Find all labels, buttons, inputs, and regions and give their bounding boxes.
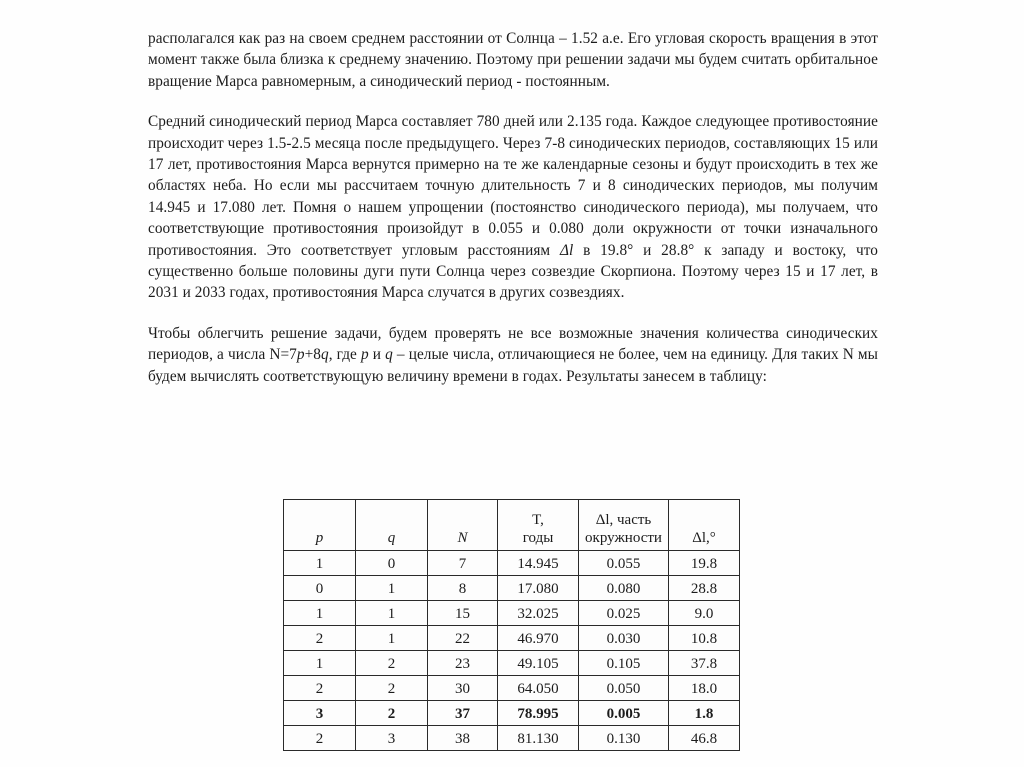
header-line [286,511,353,529]
table-cell-T: 49.105 [497,650,579,676]
table-header-cell-p: p [283,499,356,551]
header-line [430,511,495,529]
header-line: Δl,° [692,530,716,546]
table-cell-N: 7 [427,550,498,576]
text-run: Δl [559,241,574,259]
text-run: p [360,346,369,364]
table-cell-N: 15 [427,600,498,626]
text-run: – целые числа, отличающиеся не более, че… [148,346,878,385]
paragraph-2: Средний синодический период Марса состав… [148,111,878,304]
table-row: 2 2 30 64.050 0.050 18.0 [283,675,740,701]
header-line: p [315,530,324,546]
table-header-cell-T: T, годы [497,499,579,551]
table-cell-dl_fraction: 0.105 [578,650,669,676]
text-run: и [368,346,386,364]
table-cell-dl_fraction: 0.025 [578,600,669,626]
table-cell-q: 2 [355,650,428,676]
header-line: q [387,530,396,546]
table-cell-N: 38 [427,725,498,751]
table-cell-dl_fraction: 0.030 [578,625,669,651]
table-cell-p: 2 [283,625,356,651]
text-run: q [385,346,393,364]
table-cell-dl_fraction: 0.080 [578,575,669,601]
table-cell-N: 8 [427,575,498,601]
table-row: 1 1 15 32.025 0.025 9.0 [283,600,740,626]
paragraph-1: располагался как раз на своем среднем ра… [148,28,878,92]
table-cell-p: 1 [283,650,356,676]
table-cell-q: 1 [355,625,428,651]
text-run: Средний синодический период Марса состав… [148,113,878,259]
table-cell-dl_deg: 46.8 [668,725,740,751]
table-header-cell-dl_deg: Δl,° [668,499,740,551]
table-row: 1 2 23 49.105 0.105 37.8 [283,650,740,676]
table-cell-T: 17.080 [497,575,579,601]
table-cell-dl_deg: 19.8 [668,550,740,576]
table-cell-N: 22 [427,625,498,651]
table-cell-q: 2 [355,675,428,701]
table-cell-N: 23 [427,650,498,676]
header-line: годы [522,530,554,546]
paragraph-3: Чтобы облегчить решение задачи, будем пр… [148,323,878,387]
header-line [671,511,737,529]
table-header-row: p q N T, годы Δl, часть окружности Δl,° [283,499,740,551]
table-cell-dl_deg: 28.8 [668,575,740,601]
table-cell-dl_deg: 10.8 [668,625,740,651]
table-cell-p: 0 [283,575,356,601]
table-cell-q: 0 [355,550,428,576]
table-header-cell-q: q [355,499,428,551]
table-cell-T: 14.945 [497,550,579,576]
table-cell-dl_deg: 18.0 [668,675,740,701]
table-cell-T: 32.025 [497,600,579,626]
header-line: N [457,530,468,546]
text-run: q [320,346,329,364]
text-run: p [296,346,305,364]
table-row: 2 1 22 46.970 0.030 10.8 [283,625,740,651]
table-cell-dl_deg: 37.8 [668,650,740,676]
header-line: Δl, часть [595,512,652,528]
table-cell-T: 78.995 [497,700,579,726]
table-cell-N: 30 [427,675,498,701]
table-cell-dl_deg: 1.8 [668,700,740,726]
table-cell-T: 81.130 [497,725,579,751]
header-line [358,511,425,529]
header-line: окружности [585,530,662,546]
table-header-cell-dl_fraction: Δl, часть окружности [578,499,669,551]
table-cell-q: 1 [355,575,428,601]
text-run: Чтобы облегчить решение задачи, будем пр… [148,324,878,364]
table-row: 0 1 8 17.080 0.080 28.8 [283,575,740,601]
table-row: 1 0 7 14.945 0.055 19.8 [283,550,740,576]
table-cell-T: 64.050 [497,675,579,701]
table-cell-p: 1 [283,600,356,626]
table-cell-T: 46.970 [497,625,579,651]
table-cell-dl_fraction: 0.130 [578,725,669,751]
table-body: 1 0 7 14.945 0.055 19.8 0 1 8 17.080 0.080 28.8 1 1 15… [283,550,740,751]
table-cell-dl_fraction: 0.005 [578,700,669,726]
table-cell-N: 37 [427,700,498,726]
table-cell-dl_fraction: 0.050 [578,675,669,701]
table-row: 3 2 37 78.995 0.005 1.8 [283,700,740,726]
table-cell-dl_fraction: 0.055 [578,550,669,576]
text-run: в 19.8° и 28.8° к западу и востоку, что … [148,241,878,302]
table-cell-dl_deg: 9.0 [668,600,740,626]
text-run: , где [328,346,361,364]
text-run: располагался как раз на своем среднем ра… [148,30,878,90]
document-text-body: располагался как раз на своем среднем ра… [148,28,878,387]
table-cell-q: 1 [355,600,428,626]
table-header-cell-N: N [427,499,498,551]
table-cell-q: 3 [355,725,428,751]
text-run: +8 [304,346,321,364]
table-cell-p: 2 [283,675,356,701]
table-row: 2 3 38 81.130 0.130 46.8 [283,725,740,751]
table-cell-p: 3 [283,700,356,726]
table-cell-q: 2 [355,700,428,726]
table-header: p q N T, годы Δl, часть окружности Δl,° [283,499,740,551]
header-line: T, [532,512,544,528]
table-cell-p: 1 [283,550,356,576]
table-cell-p: 2 [283,725,356,751]
